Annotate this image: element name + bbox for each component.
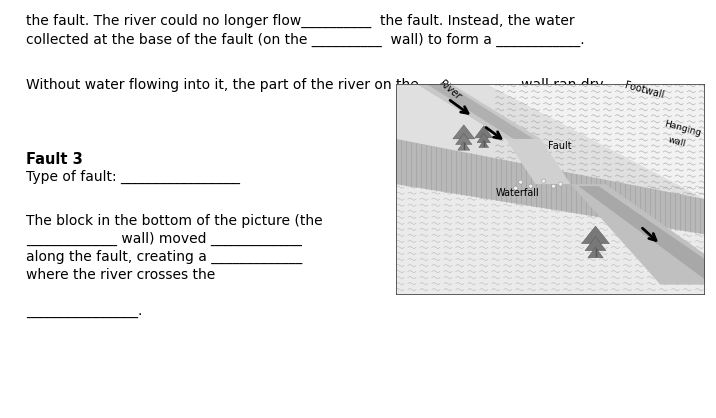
Polygon shape bbox=[396, 184, 705, 295]
Polygon shape bbox=[458, 142, 470, 150]
Polygon shape bbox=[477, 133, 490, 143]
Polygon shape bbox=[453, 125, 475, 139]
Text: along the fault, creating a _____________: along the fault, creating a ____________… bbox=[26, 250, 302, 264]
Circle shape bbox=[513, 186, 518, 190]
Text: Fault 3: Fault 3 bbox=[26, 152, 83, 167]
Text: where the river crosses the: where the river crosses the bbox=[26, 268, 216, 282]
Polygon shape bbox=[585, 237, 606, 251]
Circle shape bbox=[558, 182, 563, 186]
Text: Without water flowing into it, the part of the river on the ______________wall r: Without water flowing into it, the part … bbox=[26, 78, 606, 92]
Polygon shape bbox=[479, 140, 489, 148]
Circle shape bbox=[528, 184, 533, 188]
Text: _____________ wall) moved _____________: _____________ wall) moved _____________ bbox=[26, 232, 302, 246]
Text: The block in the bottom of the picture (the: The block in the bottom of the picture (… bbox=[26, 214, 323, 228]
Text: Footwall: Footwall bbox=[624, 81, 665, 101]
Polygon shape bbox=[581, 226, 609, 244]
Text: Fault: Fault bbox=[548, 141, 571, 151]
Text: Hanging: Hanging bbox=[663, 120, 702, 138]
Text: ________________.: ________________. bbox=[26, 304, 142, 318]
Circle shape bbox=[541, 179, 546, 183]
Text: wall: wall bbox=[667, 135, 687, 149]
Polygon shape bbox=[426, 84, 533, 139]
Text: the fault. The river could no longer flow__________  the fault. Instead, the wat: the fault. The river could no longer flo… bbox=[26, 14, 575, 28]
Polygon shape bbox=[505, 139, 571, 184]
Polygon shape bbox=[396, 139, 705, 234]
Polygon shape bbox=[416, 84, 541, 139]
Polygon shape bbox=[579, 186, 705, 280]
Text: collected at the base of the fault (on the __________  wall) to form a _________: collected at the base of the fault (on t… bbox=[26, 33, 585, 47]
Circle shape bbox=[551, 184, 556, 188]
Polygon shape bbox=[588, 247, 603, 258]
Polygon shape bbox=[571, 184, 705, 285]
Text: River: River bbox=[438, 78, 464, 102]
Circle shape bbox=[518, 180, 523, 184]
Polygon shape bbox=[475, 126, 493, 138]
Polygon shape bbox=[455, 133, 472, 145]
Text: Type of fault: _________________: Type of fault: _________________ bbox=[26, 170, 240, 184]
Polygon shape bbox=[396, 84, 705, 199]
Text: Waterfall: Waterfall bbox=[495, 188, 539, 198]
